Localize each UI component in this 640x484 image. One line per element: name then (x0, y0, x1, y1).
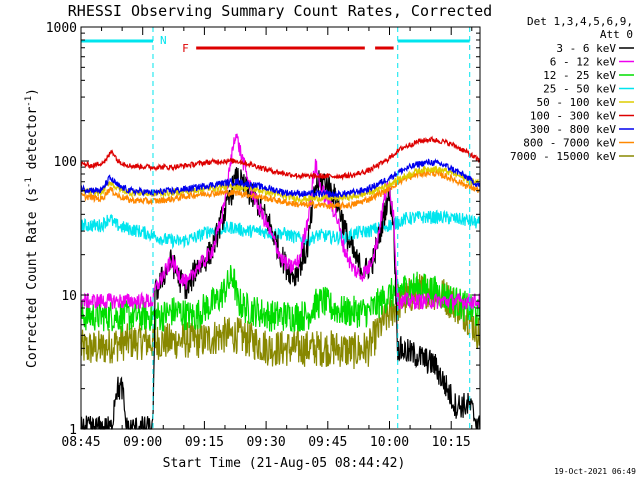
x-tick-label: 09:45 (308, 435, 347, 450)
y-axis-label-end: ) (25, 88, 40, 96)
series-line-300-800-kev (80, 158, 481, 199)
flare-label: F (182, 42, 189, 55)
y-tick-label: 1000 (46, 21, 77, 36)
axes-group: 08:45 09:00 09:15 09:30 09:45 10:00 10:15 1 10 10… (46, 21, 481, 450)
legend-label-1: 3 - 6 keV (556, 42, 616, 55)
y-axis-label-sup1: -1 (24, 177, 34, 188)
series-line-50-100-kev (80, 165, 480, 205)
legend-label-8: 800 - 7000 keV (523, 137, 616, 150)
x-axis-label: Start Time (21-Aug-05 08:44:42) (163, 456, 406, 471)
y-tick-label: 1 (69, 423, 77, 438)
legend-label-9: 7000 - 15000 keV (510, 150, 616, 163)
series-group (80, 133, 481, 430)
x-tick-label: 09:15 (185, 435, 224, 450)
night-label: N (160, 34, 167, 47)
x-tick-label: 09:30 (247, 435, 286, 450)
series-line-25-50-kev (80, 209, 481, 250)
series-line-12-25-kev (80, 265, 481, 334)
y-tick-label: 10 (61, 289, 77, 304)
series-line-6-12-kev (80, 133, 481, 312)
legend-header-line1: Det 1,3,4,5,6,9, (527, 15, 633, 28)
legend-label-5: 50 - 100 keV (537, 96, 617, 109)
series-line-800-7000-kev (80, 168, 481, 211)
y-axis-label: Corrected Count Rate (s-1 detector-1) (24, 88, 40, 368)
legend-label-3: 12 - 25 keV (543, 69, 616, 82)
x-tick-label: 08:45 (61, 435, 100, 450)
plot-frame (80, 26, 481, 430)
x-tick-label: 09:00 (123, 435, 162, 450)
y-axis-label-mid: detector (25, 107, 40, 178)
footer-date: 19-Oct-2021 06:49 (554, 467, 636, 476)
legend-label-6: 100 - 300 keV (530, 110, 616, 123)
x-tick-label: 10:00 (370, 435, 409, 450)
chart-title: RHESSI Observing Summary Count Rates, Co… (68, 2, 492, 20)
y-tick-label: 100 (54, 155, 77, 170)
legend-label-2: 6 - 12 keV (550, 56, 617, 69)
x-tick-label: 10:15 (432, 435, 471, 450)
legend-label-7: 300 - 800 keV (530, 123, 616, 136)
annotations-group: NF (81, 27, 471, 429)
legend-header-line2: Att 0 (600, 28, 633, 41)
legend-label-4: 25 - 50 keV (543, 83, 616, 96)
series-line-3-6-kev (80, 167, 481, 430)
y-axis-label-main: Corrected Count Rate (s (25, 188, 40, 368)
y-axis-label-sup2: -1 (24, 96, 34, 107)
series-line-100-300-kev (80, 135, 481, 181)
